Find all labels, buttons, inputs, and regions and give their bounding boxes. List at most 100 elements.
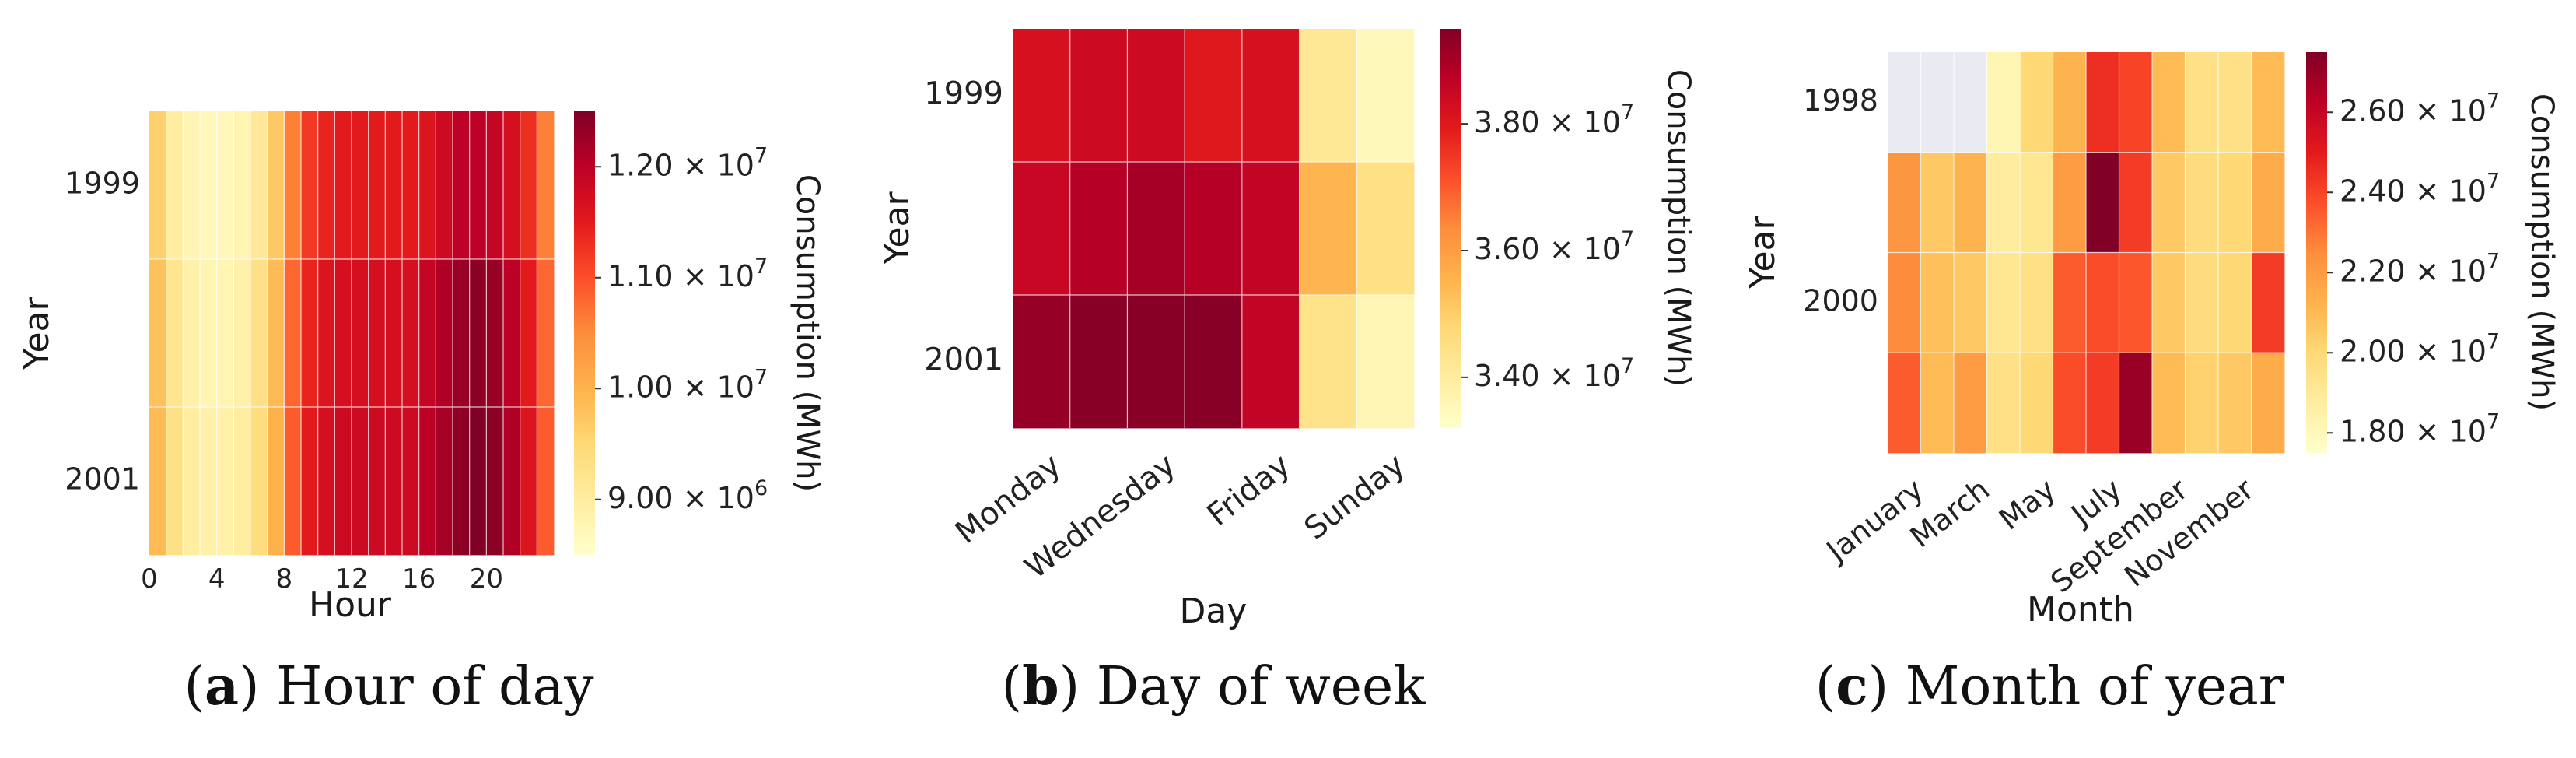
heatmap-cell <box>453 111 471 260</box>
panel-caption: (b) Day of week <box>1002 655 1426 718</box>
heatmap-cell <box>149 111 167 260</box>
heatmap-cell <box>436 407 453 556</box>
heatmap-cell <box>453 407 471 556</box>
heatmap-cell <box>385 259 403 408</box>
x-tick-label: 20 <box>470 563 503 595</box>
colorbar-tick-label: 3.60 × 107 <box>1474 227 1634 266</box>
heatmap-cell <box>503 259 521 408</box>
colorbar-ticks: 1.80 × 107 2.00 × 107 2.20 × 107 2.40 × 107… <box>2327 89 2500 448</box>
heatmap-cell <box>402 407 420 556</box>
heatmap-cell <box>1888 353 1921 454</box>
heatmap-cell <box>334 259 352 408</box>
colorbar-ticks: 3.40 × 107 3.60 × 107 3.80 × 107 <box>1461 100 1634 392</box>
heatmap-cell <box>352 111 369 260</box>
heatmap-cell <box>1888 52 1921 153</box>
heatmap-cell <box>334 111 352 260</box>
heatmap-cell <box>2152 252 2186 353</box>
y-tick-label: 1998 <box>1803 83 1878 118</box>
colorbar-tick-label: 9.00 × 106 <box>607 476 768 514</box>
heatmap-cell <box>503 111 521 260</box>
heatmap-cell <box>2185 52 2219 153</box>
heatmap-cell <box>469 259 487 408</box>
heatmap-cell <box>486 407 504 556</box>
heatmap-cell <box>2185 353 2219 454</box>
heatmap-cell <box>233 111 251 260</box>
x-tick-label: 4 <box>208 563 226 595</box>
heatmap-cell <box>1013 295 1071 429</box>
heatmap-cell <box>2020 52 2053 153</box>
heatmap-cell <box>402 259 420 408</box>
y-tick-label: 1999 <box>924 76 1003 112</box>
heatmap-cell <box>436 111 453 260</box>
heatmap-cell <box>385 407 403 556</box>
heatmap-cell <box>250 111 268 260</box>
colorbar-tick-label: 1.00 × 107 <box>607 365 768 404</box>
heatmap-cell <box>352 259 369 408</box>
heatmap-cell <box>352 407 369 556</box>
heatmap-cell <box>368 407 386 556</box>
colorbar-tick-label: 1.10 × 107 <box>607 254 768 293</box>
heatmap-cell <box>2119 152 2153 253</box>
x-tick-label: 0 <box>141 563 158 595</box>
heatmap-cell <box>453 259 471 408</box>
heatmap-cell <box>1185 295 1243 429</box>
heatmap-cell <box>2185 252 2219 353</box>
heatmap-cell <box>486 259 504 408</box>
heatmap-cell <box>1299 29 1357 163</box>
heatmap-cell <box>486 111 504 260</box>
heatmap-cell <box>1356 295 1415 429</box>
heatmap-cell <box>2086 353 2119 454</box>
heatmap-cell <box>301 407 319 556</box>
heatmap-cell <box>1986 252 2021 353</box>
heatmap-cell <box>1920 152 1955 253</box>
heatmap-cell <box>1920 52 1955 153</box>
heatmap-cell <box>520 259 537 408</box>
heatmap-cell <box>469 111 487 260</box>
heatmap-cell <box>2119 353 2153 454</box>
heatmap-cell <box>1986 152 2021 253</box>
x-axis-label: Month <box>2027 590 2134 630</box>
heatmap-cell <box>200 259 218 408</box>
heatmap-cell <box>216 111 234 260</box>
x-tick-label: 8 <box>276 563 293 595</box>
colorbar <box>1440 29 1461 428</box>
heatmap-cell <box>1954 52 1987 153</box>
heatmap-cell <box>368 111 386 260</box>
heatmap-cell <box>1127 162 1185 296</box>
y-axis-label: Year <box>877 191 917 265</box>
heatmap-gridlines <box>1888 52 2284 453</box>
heatmap-cell <box>149 407 167 556</box>
y-tick-labels: 1999 2001 <box>924 76 1003 378</box>
heatmap-cell <box>1356 162 1415 296</box>
heatmap-cell <box>1299 295 1357 429</box>
heatmap-cell <box>2152 152 2186 253</box>
y-tick-label: 2000 <box>1803 283 1878 318</box>
colorbar-tick-label: 2.60 × 107 <box>2340 89 2500 128</box>
heatmap-cell <box>1241 29 1300 163</box>
heatmap-cell <box>2218 353 2252 454</box>
heatmap-cell <box>301 111 319 260</box>
panel-caption: (c) Month of year <box>1815 655 2284 718</box>
heatmap-cell <box>1013 162 1071 296</box>
heatmap-cell <box>250 407 268 556</box>
heatmap-cell <box>1127 29 1185 163</box>
heatmap-cell <box>1954 252 1987 353</box>
heatmap-cell <box>284 111 302 260</box>
heatmap-cell <box>537 407 555 556</box>
heatmap-cell <box>402 111 420 260</box>
heatmap-cell <box>2053 252 2087 353</box>
heatmap-cell <box>267 259 285 408</box>
heatmap-cell <box>1241 295 1300 429</box>
heatmap-cell <box>267 407 285 556</box>
heatmap-cell <box>334 407 352 556</box>
heatmap-cell <box>233 259 251 408</box>
y-axis-label: Year <box>1743 216 1783 290</box>
heatmap-cell <box>436 259 453 408</box>
colorbar-tick-label: 1.80 × 107 <box>2340 409 2500 448</box>
heatmap-cell <box>216 407 234 556</box>
heatmap-cell <box>2218 152 2252 253</box>
heatmap-cell <box>1241 162 1300 296</box>
